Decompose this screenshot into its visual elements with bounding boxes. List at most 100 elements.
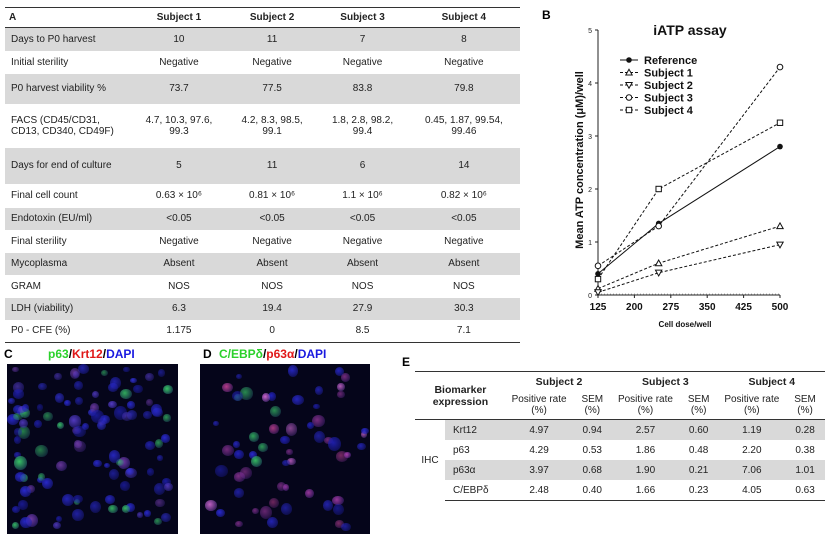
cell-nucleus	[163, 414, 171, 422]
cell-nucleus	[127, 401, 135, 409]
sem-header: SEM (%)	[678, 391, 719, 420]
caption-sep: /	[102, 347, 107, 361]
row-label: Initial sterility	[11, 56, 69, 68]
cell-nucleus	[334, 519, 345, 528]
cell-nucleus	[306, 422, 315, 430]
cell-nucleus	[103, 463, 110, 469]
cell: Negative	[159, 56, 199, 68]
caption-cebpd: C/EBPδ	[219, 347, 263, 361]
micrograph-c-caption: p63/Krt12/DAPI	[48, 347, 135, 361]
cell-nucleus	[234, 488, 244, 498]
cell: 2.20	[742, 444, 762, 456]
cell-nucleus	[240, 387, 253, 400]
cell-nucleus	[121, 505, 130, 514]
y-tick-label: 4	[588, 81, 592, 88]
cell-nucleus	[38, 473, 46, 481]
cell-nucleus	[286, 449, 293, 455]
cell-nucleus	[108, 401, 117, 409]
marker-label: C/EBPδ	[445, 480, 506, 501]
cell: Absent	[317, 252, 408, 275]
cell: 0.45, 1.87, 99.54, 99.46	[424, 114, 503, 137]
data-point-subject-3	[594, 262, 602, 270]
cell-nucleus	[335, 450, 349, 462]
legend-marker-subject-2	[624, 81, 634, 90]
cell-nucleus	[11, 505, 20, 513]
cell-nucleus	[160, 434, 170, 443]
cell-nucleus	[12, 389, 25, 399]
cell: 3.97	[505, 460, 573, 480]
cell-nucleus	[18, 418, 29, 429]
cell: Negative	[342, 56, 383, 68]
table-a-header: Subject 4	[407, 7, 520, 28]
table-row: Final cell count 0.63 × 10⁶ 0.81 × 10⁶ 1…	[5, 184, 520, 208]
table-a-header: Subject 3	[317, 7, 408, 28]
cell-nucleus	[101, 369, 109, 377]
cell: 0.23	[678, 480, 719, 501]
series-line-subject-2	[597, 244, 781, 293]
cell-nucleus	[108, 469, 119, 480]
cell-nucleus	[327, 436, 341, 451]
cell-nucleus	[73, 425, 86, 437]
cell: 11	[226, 147, 318, 184]
cell: Negative	[252, 235, 292, 247]
table-row: P0 harvest viability % 73.7 77.5 83.8 79…	[5, 73, 520, 104]
cell-nucleus	[33, 419, 42, 428]
legend-marker-reference	[626, 57, 632, 63]
marker-label: Krt12	[445, 419, 506, 440]
cell: Negative	[444, 56, 484, 68]
cell-nucleus	[55, 516, 62, 523]
x-tick-label: 200	[626, 302, 643, 313]
cell: NOS	[261, 280, 283, 292]
chart-series-markers	[593, 63, 785, 297]
x-tick-label: 350	[699, 302, 716, 313]
cell: 1.90	[612, 460, 679, 480]
table-e: Biomarker expression Subject 2 Subject 3…	[415, 371, 825, 501]
row-label: GRAM	[11, 280, 41, 292]
subject-header: Subject 4	[718, 371, 825, 391]
cell: 4.05	[718, 480, 786, 501]
cell: 0.40	[572, 480, 613, 501]
legend-label-subject-1: Subject 1	[644, 68, 693, 80]
cell: Absent	[131, 252, 227, 275]
cell-nucleus	[287, 365, 298, 377]
cell-nucleus	[122, 412, 132, 421]
cell-nucleus	[137, 512, 144, 518]
data-point-subject-2	[593, 289, 603, 297]
legend-marker-subject-4	[625, 106, 633, 114]
panel-letter-d: D	[203, 347, 212, 361]
cell-nucleus	[258, 443, 269, 452]
cell-nucleus	[162, 385, 173, 395]
table-row: LDH (viability) 6.3 19.4 27.9 30.3	[5, 297, 520, 320]
cell-nucleus	[125, 467, 135, 476]
cell-nucleus	[20, 516, 32, 529]
cell: 4.2, 8.3, 98.5, 99.1	[241, 114, 303, 137]
series-line-reference	[597, 146, 781, 275]
row-label: Days to P0 harvest	[5, 27, 131, 51]
micrograph-d-image	[200, 364, 370, 534]
cell-nucleus	[107, 504, 118, 514]
cell: <0.05	[407, 207, 520, 230]
cell: 2.57	[612, 419, 679, 440]
cell-nucleus	[236, 374, 242, 380]
table-row: Days to P0 harvest 10 11 7 8	[5, 27, 520, 51]
row-label: P0 - CFE (%)	[5, 319, 131, 343]
micrograph-c-image	[7, 364, 178, 534]
cell-nucleus	[62, 494, 75, 507]
cell-nucleus	[109, 377, 121, 389]
table-row: p63α 3.97 0.68 1.90 0.21 7.06 1.01	[415, 460, 825, 480]
cell-nucleus	[340, 522, 352, 532]
sem-header: SEM (%)	[785, 391, 825, 420]
cell-nucleus	[55, 460, 67, 472]
cell-nucleus	[281, 503, 293, 516]
data-point-subject-2	[775, 241, 785, 249]
cell-nucleus	[13, 436, 22, 445]
cell: 1.175	[131, 319, 227, 343]
table-row: FACS (CD45/CD31, CD13, CD340, CD49F) 4.7…	[5, 104, 520, 148]
cell-nucleus	[74, 396, 83, 405]
cell-nucleus	[222, 444, 235, 456]
data-point-subject-4	[776, 119, 784, 126]
cell-nucleus	[222, 382, 233, 393]
cell-nucleus	[89, 500, 102, 514]
cell-nucleus	[90, 409, 104, 423]
cell: 7.06	[718, 460, 786, 480]
